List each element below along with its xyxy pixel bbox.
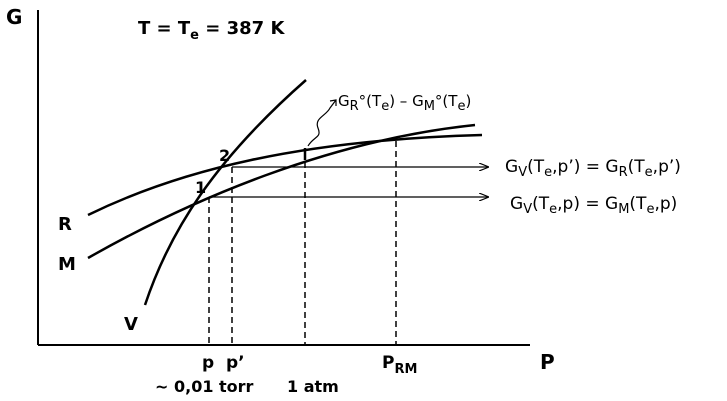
curve-M [87, 123, 476, 260]
point-1-label: 1 [195, 178, 206, 197]
tick-PRM: PRM [382, 353, 417, 377]
label-R: R [58, 214, 72, 235]
equation-lower: GV(Te,p) = GM(Te,p) [510, 194, 677, 217]
tick-p-prime: p’ [226, 353, 245, 373]
y-axis-label: G [6, 5, 22, 29]
squiggle-arrowhead [329, 99, 337, 106]
equation-upper: GV(Te,p’) = GR(Te,p’) [505, 157, 681, 180]
temperature-title: T = Te = 387 K [138, 18, 285, 43]
label-M: M [58, 254, 76, 275]
curve-R [87, 133, 483, 217]
x-axis-label: P [540, 350, 555, 374]
difference-label: GR°(Te) – GM°(Te) [338, 92, 471, 114]
curve-V [143, 79, 307, 306]
tick-p: p [202, 353, 214, 373]
squiggle-arrow [307, 99, 337, 147]
label-V: V [124, 314, 138, 335]
label-001-torr: ~ 0,01 torr [155, 377, 254, 396]
point-2-label: 2 [219, 146, 230, 165]
label-1-atm: 1 atm [287, 377, 339, 396]
